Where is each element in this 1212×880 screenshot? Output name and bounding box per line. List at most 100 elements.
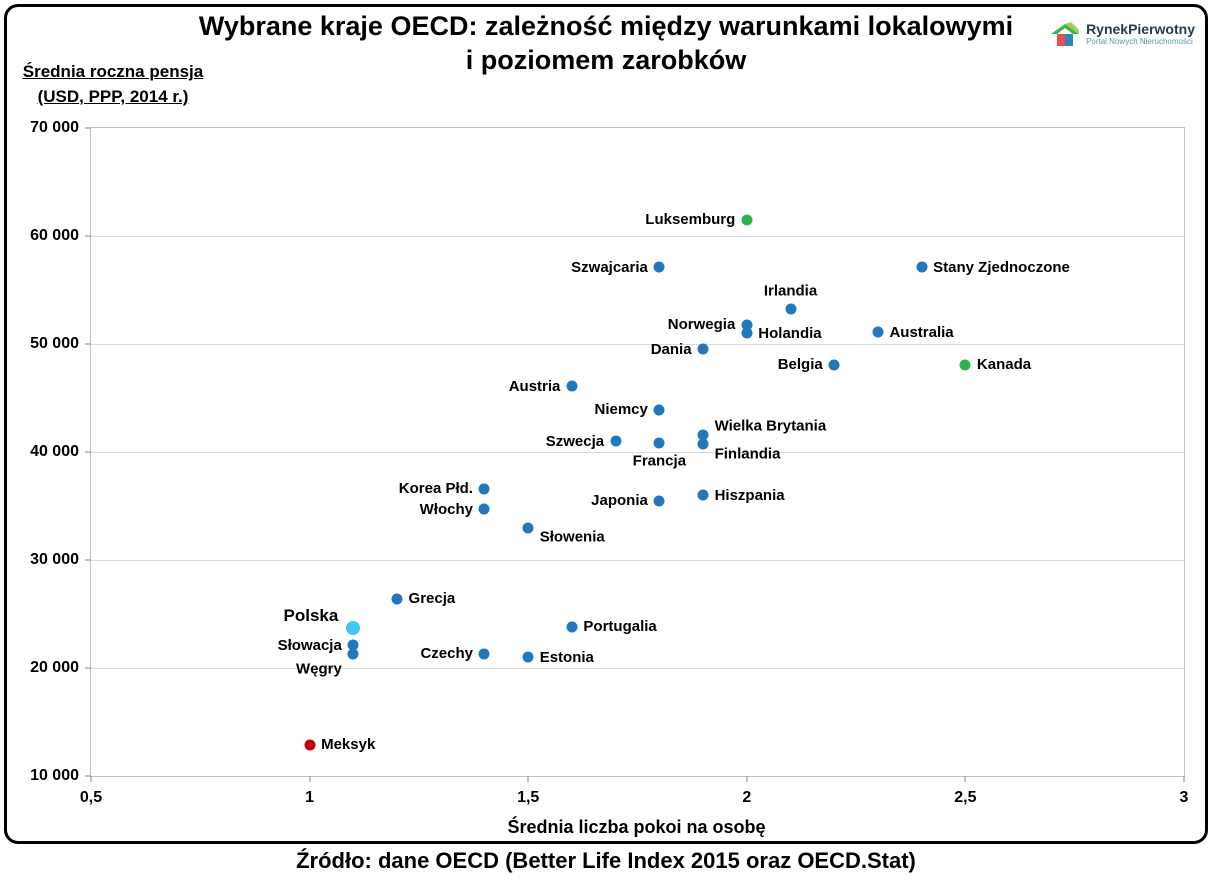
logo: RynekPierwotny Portal Nowych Nieruchomoś…	[1049, 21, 1195, 49]
point-label-norwegia: Norwegia	[667, 316, 736, 334]
data-point-finlandia: Finlandia	[697, 438, 780, 462]
gridline	[91, 668, 1184, 669]
data-point-francja: Francja	[633, 437, 686, 470]
y-axis-title-line1: Średnia roczna pensja	[22, 62, 204, 81]
y-tick-mark	[85, 235, 91, 237]
y-tick-mark	[85, 451, 91, 453]
point-label-wielka-brytania: Wielka Brytania	[714, 417, 827, 435]
data-point-słowenia: Słowenia	[522, 522, 605, 546]
data-point-czechy: Czechy	[420, 645, 490, 662]
y-tick-label: 60 000	[30, 227, 79, 244]
point-label-słowacja: Słowacja	[277, 636, 342, 654]
x-tick-label: 1,5	[517, 789, 540, 806]
x-tick-label: 2,5	[954, 789, 977, 806]
point-label-słowenia: Słowenia	[539, 528, 605, 546]
point-label-czechy: Czechy	[420, 645, 473, 663]
logo-text: RynekPierwotny Portal Nowych Nieruchomoś…	[1086, 21, 1195, 46]
y-tick-label: 40 000	[30, 443, 79, 460]
logo-tagline: Portal Nowych Nieruchomości	[1086, 37, 1193, 47]
y-axis-title: Średnia roczna pensja (USD, PPP, 2014 r.…	[13, 59, 213, 109]
data-point-holandia: Holandia	[741, 325, 822, 342]
data-point-korea-płd: Korea Płd.	[399, 480, 490, 497]
source-caption: Źródło: dane OECD (Better Life Index 201…	[296, 848, 916, 873]
y-tick-label: 70 000	[30, 119, 79, 136]
x-axis-title: Średnia liczba pokoi na osobę	[507, 817, 766, 837]
y-tick-label: 10 000	[30, 767, 79, 784]
y-tick-label: 30 000	[30, 551, 79, 568]
data-point-australia: Australia	[872, 324, 954, 341]
point-label-japonia: Japonia	[591, 492, 648, 510]
x-tick-mark	[527, 776, 529, 782]
data-point-austria: Austria	[509, 378, 578, 395]
data-point-norwegia: Norwegia	[668, 316, 753, 333]
point-label-australia: Australia	[889, 323, 954, 341]
data-point-belgia: Belgia	[778, 356, 840, 373]
point-label-węgry: Węgry	[295, 660, 342, 678]
point-label-estonia: Estonia	[539, 648, 594, 666]
data-point-niemcy: Niemcy	[594, 401, 665, 418]
gridline	[91, 452, 1184, 453]
data-point-polska: Polska	[284, 606, 361, 636]
point-label-szwajcaria: Szwajcaria	[571, 258, 648, 276]
point-label-holandia: Holandia	[758, 324, 822, 342]
chart-frame: Wybrane kraje OECD: zależność między war…	[4, 4, 1208, 844]
y-tick-mark	[85, 343, 91, 345]
y-axis-title-line2: (USD, PPP, 2014 r.)	[37, 87, 189, 106]
data-point-portugalia: Portugalia	[566, 618, 657, 635]
data-point-grecja: Grecja	[391, 590, 455, 607]
chart-title-line2: i poziomem zarobków	[465, 45, 747, 75]
chart-title: Wybrane kraje OECD: zależność między war…	[67, 9, 1145, 77]
data-point-meksyk: Meksyk	[304, 736, 375, 753]
point-label-irlandia: Irlandia	[763, 282, 818, 300]
y-tick-mark	[85, 127, 91, 129]
data-point-luksemburg: Luksemburg	[645, 211, 753, 228]
point-label-meksyk: Meksyk	[321, 736, 376, 754]
y-tick-mark	[85, 775, 91, 777]
point-label-dania: Dania	[650, 340, 692, 358]
data-point-stany-zjednoczone: Stany Zjednoczone	[916, 259, 1070, 276]
x-tick-label: 3	[1179, 789, 1189, 806]
data-point-szwajcaria: Szwajcaria	[571, 259, 665, 276]
point-label-finlandia: Finlandia	[714, 445, 781, 463]
x-tick-label: 1	[305, 789, 315, 806]
point-label-austria: Austria	[508, 377, 561, 395]
point-label-hiszpania: Hiszpania	[714, 486, 785, 504]
x-tick-label: 2	[742, 789, 752, 806]
x-tick-mark	[746, 776, 748, 782]
plot-area: 10 000 20 000 30 000 40 000 50 000 60 000 70 0…	[30, 119, 1188, 806]
data-point-irlandia: Irlandia	[764, 283, 817, 315]
data-point-włochy: Włochy	[420, 501, 490, 518]
data-point-wielka-brytania: Wielka Brytania	[697, 418, 826, 441]
data-point-dania: Dania	[651, 341, 709, 358]
data-point-hiszpania: Hiszpania	[697, 487, 785, 504]
x-tick-mark	[964, 776, 966, 782]
data-point-japonia: Japonia	[591, 492, 665, 509]
point-label-polska: Polska	[283, 606, 339, 626]
point-label-luksemburg: Luksemburg	[645, 211, 736, 229]
x-tick-mark	[90, 776, 92, 782]
data-point-węgry: Węgry	[296, 648, 359, 678]
point-label-portugalia: Portugalia	[583, 618, 657, 636]
x-tick-mark	[309, 776, 311, 782]
data-point-szwecja: Szwecja	[546, 433, 622, 450]
point-label-belgia: Belgia	[777, 356, 823, 374]
x-tick-mark	[1183, 776, 1185, 782]
gridline	[91, 560, 1184, 561]
y-tick-mark	[85, 559, 91, 561]
y-tick-label: 20 000	[30, 659, 79, 676]
point-label-korea-płd: Korea Płd.	[398, 480, 473, 498]
x-tick-label: 0,5	[79, 789, 103, 806]
point-label-szwecja: Szwecja	[545, 432, 605, 450]
point-label-stany-zjednoczone: Stany Zjednoczone	[933, 258, 1070, 276]
logo-brand: RynekPierwotny	[1086, 21, 1195, 37]
point-label-niemcy: Niemcy	[594, 401, 648, 419]
point-label-kanada: Kanada	[976, 356, 1032, 374]
chart-title-line1: Wybrane kraje OECD: zależność między war…	[198, 11, 1014, 41]
data-point-estonia: Estonia	[522, 649, 594, 666]
gridline	[91, 236, 1184, 237]
point-label-francja: Francja	[632, 452, 687, 470]
gridline	[91, 344, 1184, 345]
house-icon	[1051, 22, 1080, 46]
point-label-włochy: Włochy	[419, 500, 473, 518]
data-point-słowacja: Słowacja	[278, 637, 359, 654]
